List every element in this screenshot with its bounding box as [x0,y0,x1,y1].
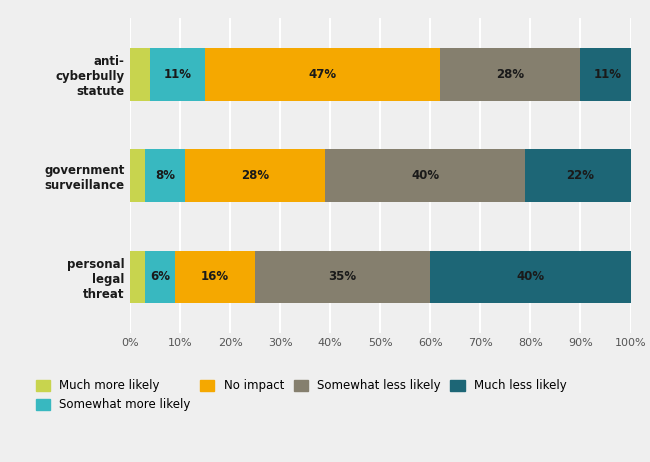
Bar [185,149,325,202]
Bar [145,250,175,303]
Bar [175,250,255,303]
Text: 8%: 8% [155,169,175,182]
Bar [130,48,150,101]
Bar [580,48,636,101]
Text: 47%: 47% [309,68,337,81]
Text: 28%: 28% [497,68,525,81]
Text: 28%: 28% [241,169,269,182]
Bar [325,149,525,202]
Bar [130,149,145,202]
Legend: Much more likely, Somewhat more likely, No impact, Somewhat less likely, Much le: Much more likely, Somewhat more likely, … [36,379,567,411]
Bar [255,250,430,303]
Bar [150,48,205,101]
Bar [130,250,145,303]
Text: 35%: 35% [329,270,357,283]
Bar [145,149,185,202]
Bar [440,48,580,101]
Bar [205,48,440,101]
Text: 11%: 11% [594,68,622,81]
Bar [430,250,630,303]
Text: 22%: 22% [566,169,595,182]
Text: 16%: 16% [201,270,229,283]
Text: 6%: 6% [150,270,170,283]
Text: 40%: 40% [516,270,545,283]
Text: 40%: 40% [411,169,439,182]
Bar [525,149,636,202]
Text: 11%: 11% [164,68,192,81]
